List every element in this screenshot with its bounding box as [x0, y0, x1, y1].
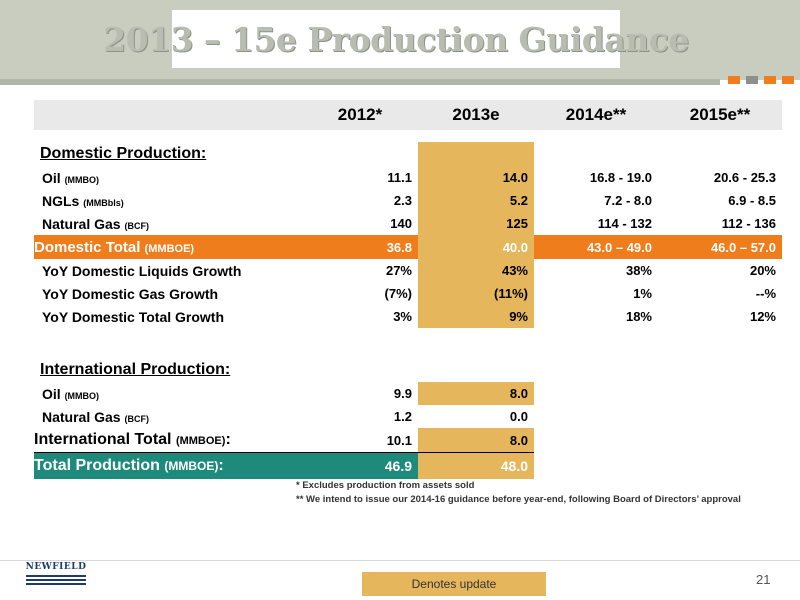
cell-2015e: --% [755, 286, 776, 301]
cell-2013e: 43% [418, 259, 534, 282]
title-box: 2013 – 15e Production Guidance [103, 10, 689, 68]
row-label: YoY Domestic Liquids Growth [42, 262, 242, 279]
cell-2012: 140 [390, 216, 412, 231]
footnote-2: ** We intend to issue our 2014-16 guidan… [296, 494, 741, 505]
table-row: YoY Domestic Total Growth 3% 9% 18% 12% [34, 305, 782, 328]
table-header-row: 2012* 2013e 2014e** 2015e** [34, 100, 782, 130]
footnote-1: * Excludes production from assets sold [296, 480, 475, 491]
cell-2015e: 6.9 - 8.5 [728, 193, 776, 208]
cell-2013e: 0.0 [509, 409, 528, 424]
cell-2013e: 125 [418, 212, 534, 235]
cell-2014e: 7.2 - 8.0 [604, 193, 652, 208]
cell-2012: 36.8 [302, 235, 418, 259]
logo-wordmark: NEWFIELD [25, 562, 87, 572]
domestic-total-row: Domestic Total (MMBOE) 36.8 40.0 43.0 – … [34, 235, 782, 259]
cell-2012: 10.1 [386, 432, 412, 448]
decor-square-grey [746, 76, 758, 84]
table-row: NGLs (MMBbls) 2.3 5.2 7.2 - 8.0 6.9 - 8.… [34, 189, 782, 212]
table-row: Natural Gas (BCF) 1.2 0.0 [34, 405, 782, 428]
decor-square-orange-1 [728, 76, 740, 84]
cell-2013e: 48.0 [418, 452, 534, 479]
domestic-section-heading: Domestic Production: [40, 145, 207, 162]
decor-square-orange-2 [764, 76, 776, 84]
table-row: YoY Domestic Liquids Growth 27% 43% 38% … [34, 259, 782, 282]
cell-2015e: 12% [749, 309, 776, 324]
cell-2015e: 46.0 – 57.0 [658, 235, 782, 259]
row-label: Natural Gas (BCF) [42, 215, 149, 232]
production-guidance-table: 2012* 2013e 2014e** 2015e** Domestic Pro… [34, 100, 782, 479]
footer-rule [0, 560, 800, 561]
section-heading-row: International Production: [34, 358, 782, 382]
cell-2013e: 14.0 [418, 166, 534, 189]
cell-2014e: 16.8 - 19.0 [589, 170, 652, 185]
total-production-row: Total Production (MMBOE): 46.9 48.0 [34, 452, 782, 479]
cell-2013e: 8.0 [418, 428, 534, 453]
newfield-logo: NEWFIELD [22, 562, 90, 592]
header-rule [0, 79, 720, 85]
table-row: Natural Gas (BCF) 140 125 114 - 132 112 … [34, 212, 782, 235]
page-title: 2013 – 15e Production Guidance [103, 19, 689, 59]
table-row: Oil (MMBO) 11.1 14.0 16.8 - 19.0 20.6 - … [34, 166, 782, 189]
logo-stripe [26, 579, 86, 581]
update-legend: Denotes update [362, 572, 546, 596]
cell-2015e: 20% [749, 263, 776, 278]
decor-square-orange-3 [782, 76, 794, 84]
header-cell-blank [34, 100, 302, 130]
cell-2014e: 43.0 – 49.0 [534, 235, 658, 259]
cell-2013e: 5.2 [418, 189, 534, 212]
cell-2014e: 18% [625, 309, 652, 324]
cell-2012: 3% [393, 309, 412, 324]
cell-2012: 11.1 [387, 170, 412, 185]
row-label: YoY Domestic Gas Growth [42, 285, 219, 302]
header-cell-2012: 2012* [302, 100, 418, 130]
table-row: Oil (MMBO) 9.9 8.0 [34, 382, 782, 405]
cell-2012: 9.9 [393, 386, 412, 401]
row-label: YoY Domestic Total Growth [42, 308, 225, 325]
cell-2012: 2.3 [393, 193, 412, 208]
row-label: NGLs (MMBbls) [42, 192, 124, 209]
cell-2014e: 38% [625, 263, 652, 278]
cell-2012: 27% [385, 263, 412, 278]
cell-2012: 1.2 [393, 409, 412, 424]
cell-2014e: 114 - 132 [597, 216, 652, 231]
header-cell-2015e: 2015e** [658, 100, 782, 130]
logo-stripe [26, 583, 86, 585]
cell-2012: (7%) [384, 286, 412, 301]
row-label: Oil (MMBO) [42, 169, 100, 186]
section-heading-row: Domestic Production: [34, 142, 782, 166]
international-total-row: International Total (MMBOE): 10.1 8.0 [34, 428, 782, 453]
row-label: Total Production (MMBOE): [34, 452, 302, 479]
logo-stripe [26, 575, 86, 577]
cell-2012: 46.9 [302, 452, 418, 479]
row-label: Domestic Total (MMBOE) [34, 235, 302, 259]
cell-2015e: 20.6 - 25.3 [713, 170, 776, 185]
cell-2013e: 40.0 [418, 235, 534, 259]
table-row: YoY Domestic Gas Growth (7%) (11%) 1% --… [34, 282, 782, 305]
cell-2015e: 112 - 136 [721, 216, 776, 231]
header-cell-2014e: 2014e** [534, 100, 658, 130]
header-cell-2013e: 2013e [418, 100, 534, 130]
page-number: 21 [756, 572, 771, 587]
cell-2013e: 9% [418, 305, 534, 328]
international-section-heading: International Production: [40, 361, 231, 378]
row-label: Oil (MMBO) [42, 385, 100, 402]
cell-2013e: 8.0 [418, 382, 534, 405]
cell-2013e: (11%) [418, 282, 534, 305]
row-label: Natural Gas (BCF) [42, 408, 149, 425]
row-label: International Total (MMBOE): [34, 431, 231, 448]
cell-2014e: 1% [633, 286, 652, 301]
